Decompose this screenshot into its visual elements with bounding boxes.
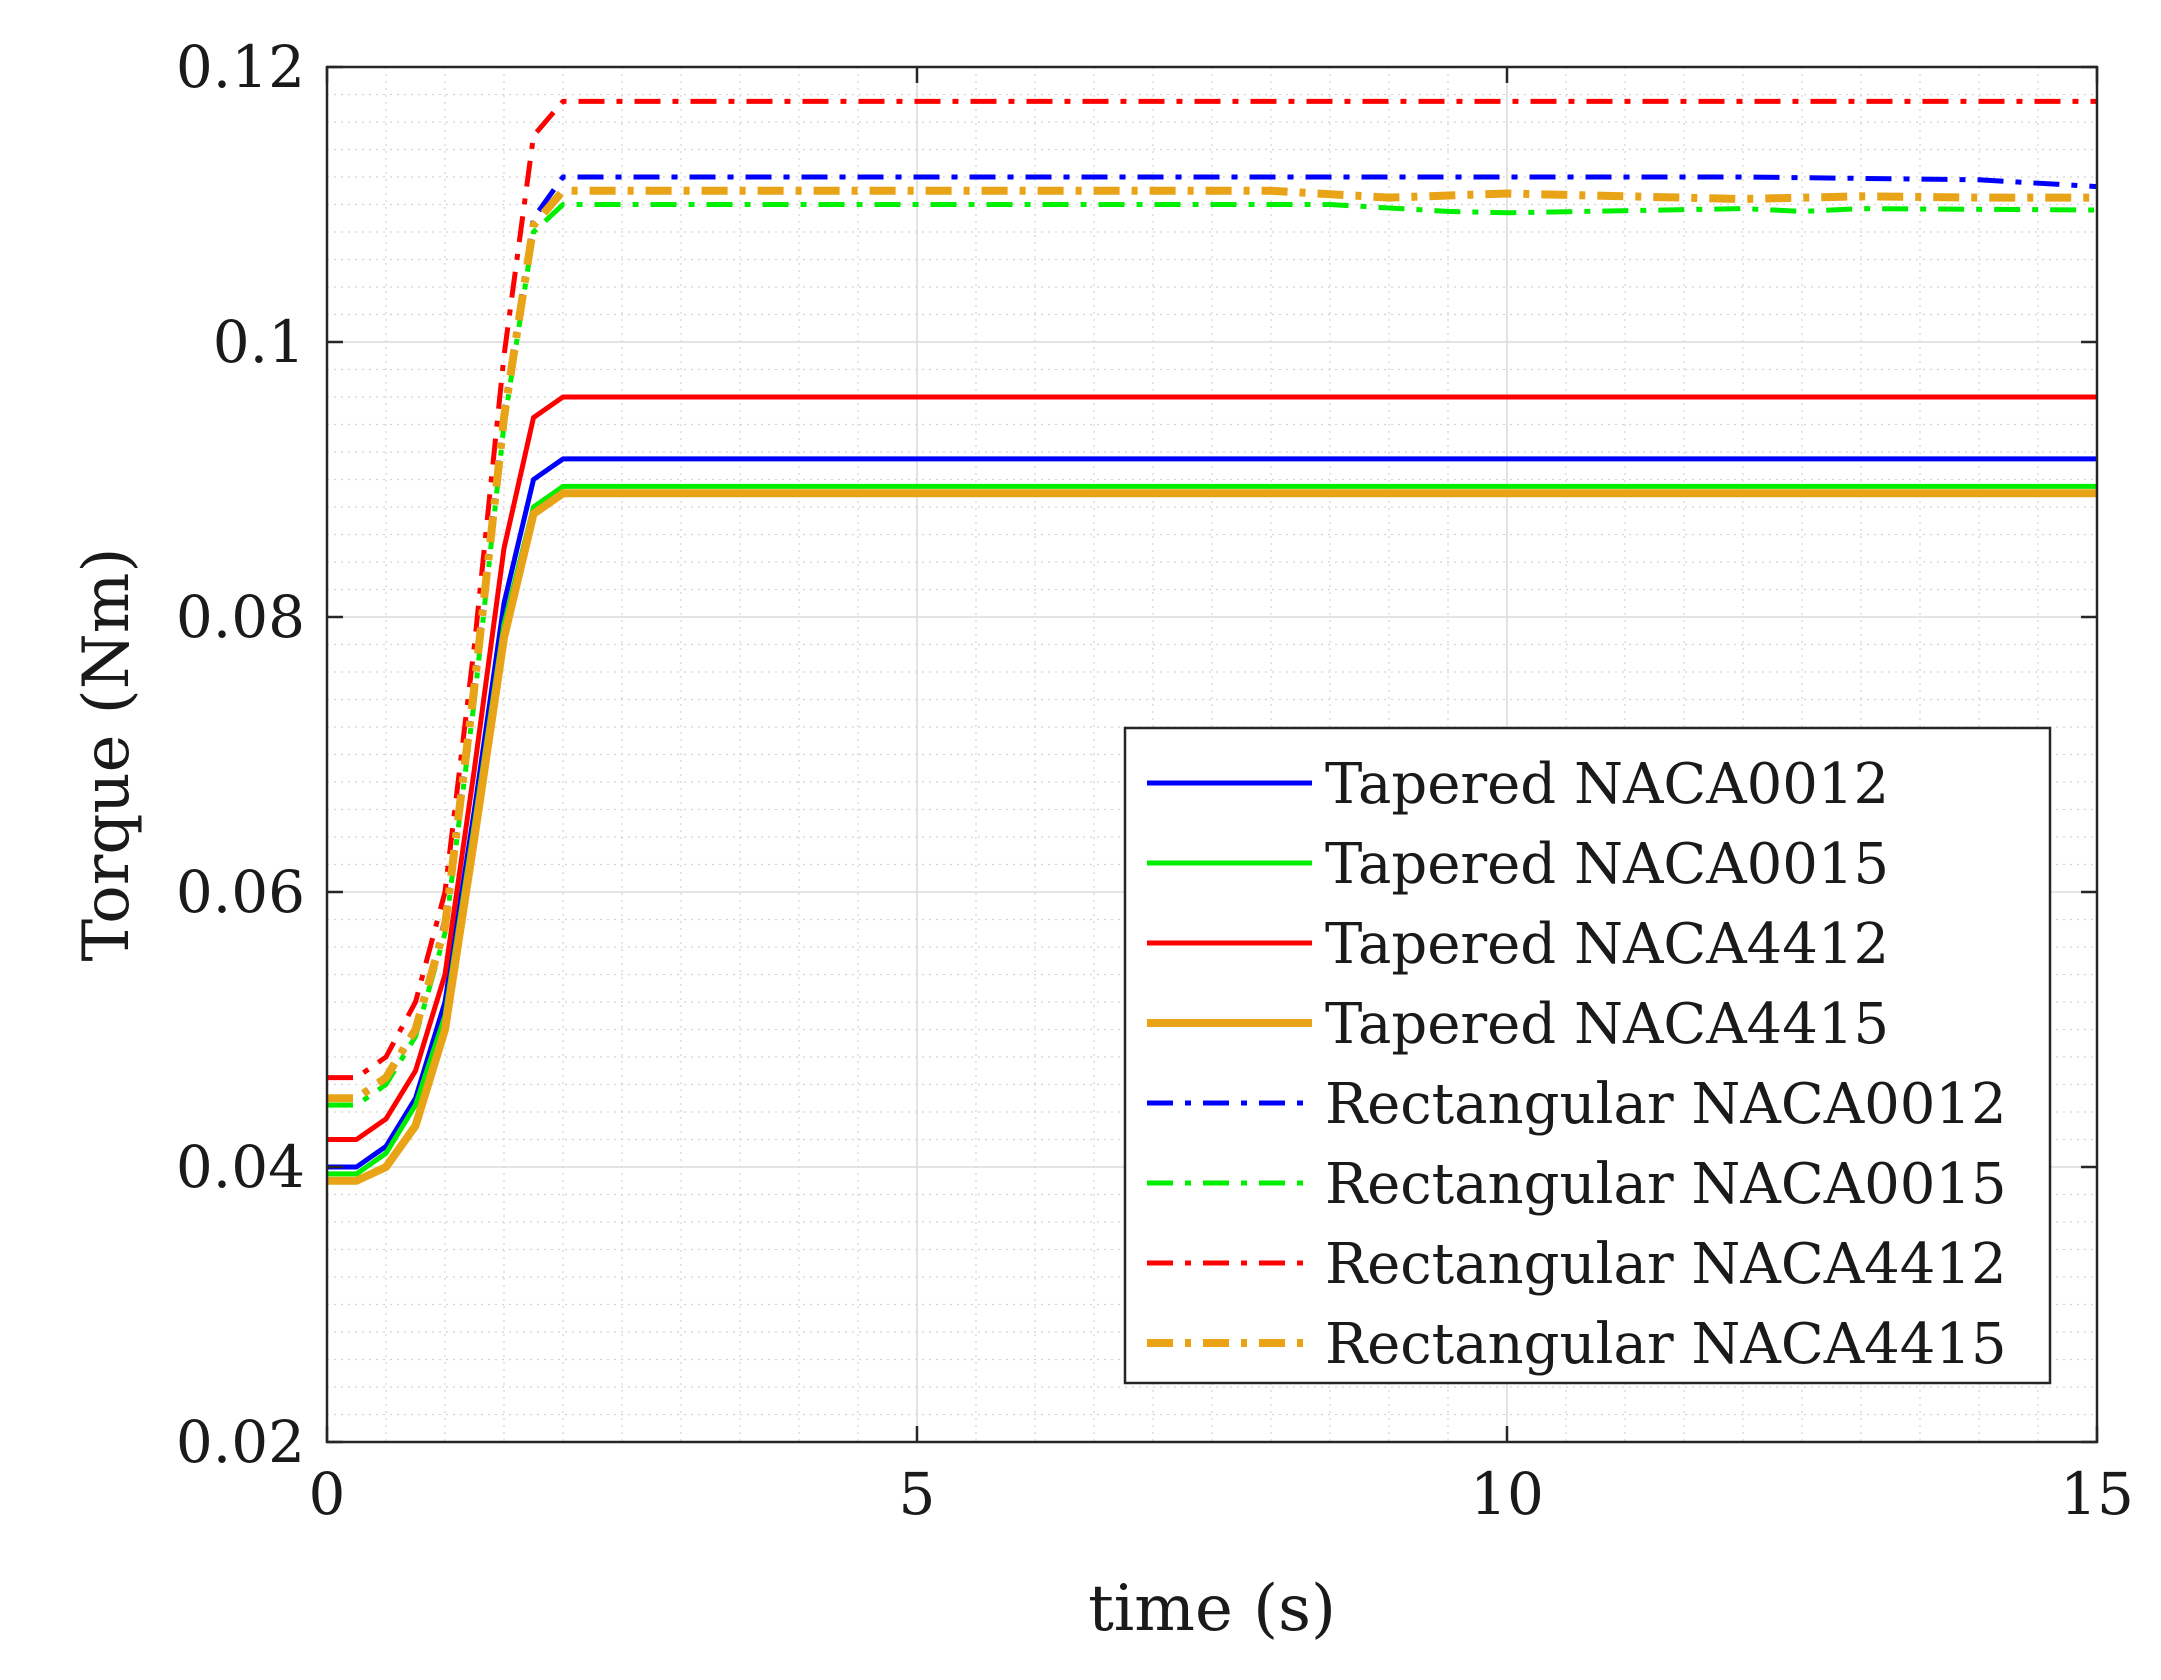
series-lines <box>327 98 2098 1185</box>
legend-label: Tapered NACA0012 <box>1325 752 1889 817</box>
x-tick-label: 10 <box>1470 1460 1544 1528</box>
x-tick-label: 15 <box>2060 1460 2134 1528</box>
y-tick-labels: 0.02 0.04 0.06 0.08 0.1 0.12 <box>176 33 305 1476</box>
y-axis-label: Torque (Nm) <box>70 548 144 962</box>
legend-entry: Rectangular NACA0012 <box>1147 1072 2007 1137</box>
series-line-3 <box>327 394 2097 1142</box>
legend-entry: Rectangular NACA4415 <box>1147 1312 2007 1377</box>
legend-entry: Rectangular NACA0015 <box>1147 1152 2007 1217</box>
legend-label: Rectangular NACA0015 <box>1325 1152 2007 1217</box>
x-tick-label: 5 <box>899 1460 936 1528</box>
legend-label: Rectangular NACA0012 <box>1325 1072 2007 1137</box>
plot-frame <box>325 65 2099 1444</box>
legend-entry: Tapered NACA0015 <box>1147 832 1889 897</box>
y-tick-label: 0.06 <box>176 858 305 926</box>
legend: Tapered NACA0012 Tapered NACA0015 Tapered … <box>1123 726 2052 1385</box>
y-tick-label: 0.1 <box>213 308 305 376</box>
tick-marks <box>325 65 2099 1444</box>
x-tick-labels: 0 5 10 15 <box>309 1460 2134 1528</box>
series-line-7 <box>327 98 2097 1081</box>
legend-label: Tapered NACA0015 <box>1325 832 1889 897</box>
legend-label: Tapered NACA4412 <box>1325 912 1889 977</box>
legend-entry: Tapered NACA0012 <box>1147 752 1889 817</box>
x-axis-label: time (s) <box>1088 1572 1336 1646</box>
legend-box <box>1123 726 2052 1385</box>
series-line-8 <box>327 186 2097 1103</box>
series-line-4 <box>327 489 2097 1185</box>
legend-entry: Tapered NACA4415 <box>1147 992 1889 1057</box>
y-tick-label: 0.08 <box>176 583 305 651</box>
series-line-6 <box>327 202 2098 1108</box>
legend-label: Rectangular NACA4415 <box>1325 1312 2007 1377</box>
legend-entry: Tapered NACA4412 <box>1147 912 1889 977</box>
legend-label: Tapered NACA4415 <box>1325 992 1889 1057</box>
x-tick-label: 0 <box>309 1460 346 1528</box>
legend-label: Rectangular NACA4412 <box>1325 1232 2007 1297</box>
y-tick-label: 0.12 <box>176 33 305 101</box>
y-tick-label: 0.02 <box>176 1408 305 1476</box>
legend-entry: Rectangular NACA4412 <box>1147 1232 2007 1297</box>
y-tick-label: 0.04 <box>176 1133 305 1201</box>
